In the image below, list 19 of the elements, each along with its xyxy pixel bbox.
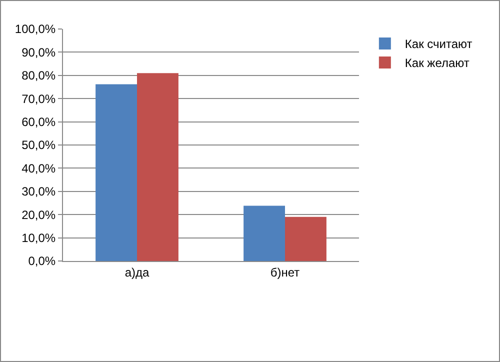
bar <box>285 216 326 261</box>
y-tick-label: 100,0% <box>14 22 56 36</box>
y-tick-label: 20,0% <box>22 208 56 222</box>
y-tick-label: 80,0% <box>22 68 56 83</box>
y-tick-label: 10,0% <box>22 231 56 245</box>
x-tick-label: б)нет <box>270 265 300 280</box>
x-tick-label: а)да <box>124 265 150 280</box>
y-tick-label: 30,0% <box>22 184 56 199</box>
y-tick-label: 40,0% <box>22 161 56 176</box>
y-tick-label: 0,0% <box>28 254 56 268</box>
y-tick-label: 90,0% <box>22 45 56 60</box>
bar <box>244 206 285 261</box>
y-tick-label: 70,0% <box>22 92 56 106</box>
bar <box>96 84 137 261</box>
bar <box>137 73 178 261</box>
y-tick-label: 50,0% <box>22 138 56 152</box>
legend-label: Как желают <box>404 56 470 70</box>
y-tick-label: 60,0% <box>22 115 56 129</box>
legend-label: Как считают <box>404 37 473 52</box>
